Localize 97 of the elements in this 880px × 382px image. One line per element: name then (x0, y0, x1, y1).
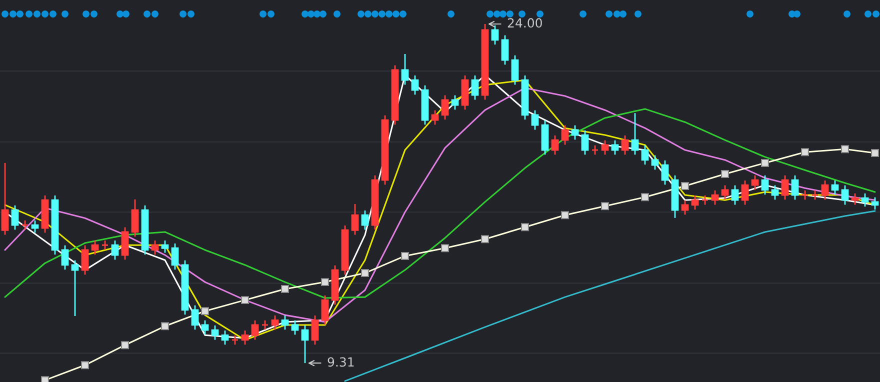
point (871, 149, 879, 158)
candlestick (771, 184, 779, 200)
candlestick (431, 110, 439, 126)
candlestick (231, 334, 239, 346)
candlestick (291, 320, 299, 336)
point (481, 235, 489, 244)
point (281, 284, 289, 293)
candlestick (451, 94, 459, 110)
point (641, 193, 649, 202)
candlestick (571, 124, 579, 140)
candlestick (651, 154, 659, 170)
candlestick (761, 174, 769, 196)
candlestick (621, 134, 629, 156)
candlestick (411, 74, 419, 96)
candlestick (631, 112, 639, 156)
candlestick (701, 194, 709, 206)
candlestick (101, 240, 109, 250)
candlestick (261, 320, 269, 330)
candlestick (321, 294, 329, 326)
point (401, 252, 409, 260)
candlestick (861, 192, 869, 208)
candlestick (871, 196, 879, 210)
candlestick (111, 240, 119, 260)
candlestick (811, 190, 819, 200)
point (241, 296, 249, 304)
candlestick (301, 324, 309, 364)
candlestick (131, 198, 139, 238)
candlestick (691, 194, 699, 210)
candlestick (471, 74, 479, 100)
point (41, 376, 49, 382)
candlestick (741, 180, 749, 206)
point (521, 223, 529, 232)
candlestick (61, 244, 69, 270)
point (801, 148, 809, 156)
point (841, 145, 849, 154)
candlestick (161, 240, 169, 254)
candlestick (91, 240, 99, 256)
candlestick (221, 330, 229, 346)
candlestick (751, 174, 759, 190)
candlestick (801, 190, 809, 200)
candlestick (21, 220, 29, 230)
candlestick (351, 203, 359, 236)
candlestick (781, 174, 789, 200)
point (121, 341, 129, 350)
candlestick (551, 134, 559, 156)
candlestick (511, 54, 519, 86)
candlestick (601, 140, 609, 156)
point (681, 182, 689, 190)
candlestick (191, 304, 199, 330)
point (361, 269, 369, 278)
point (721, 170, 729, 178)
candlestick (11, 204, 19, 230)
candlestick (71, 260, 79, 317)
candlestick (81, 244, 89, 276)
point (161, 322, 169, 330)
candlestick (151, 240, 159, 256)
point (321, 278, 329, 286)
candlestick (721, 184, 729, 200)
candlestick (361, 210, 369, 230)
point (81, 361, 89, 370)
candlestick (561, 124, 569, 146)
candlestick (591, 144, 599, 156)
point (561, 211, 569, 220)
candlestick (491, 24, 499, 46)
candlestick (281, 314, 289, 330)
candlestick (791, 174, 799, 200)
candlestick (1, 162, 9, 236)
point (441, 244, 449, 252)
candlestick (441, 94, 449, 120)
candlestick (211, 324, 219, 340)
annotation: 24.00 (508, 18, 542, 28)
candlestick (121, 226, 129, 260)
candlestick (201, 320, 209, 336)
candlestick (171, 242, 179, 270)
candlestick (661, 160, 669, 186)
candlestick (841, 184, 849, 206)
candlestick (711, 190, 719, 206)
candlestick (31, 220, 39, 234)
point (601, 202, 609, 210)
candlestick (531, 110, 539, 130)
candlestick (501, 34, 509, 66)
candlestick (821, 180, 829, 200)
candlestick (581, 130, 589, 156)
candlestick (681, 200, 689, 216)
candlestick (251, 320, 259, 340)
candlestick (271, 314, 279, 330)
candlestick (611, 140, 619, 156)
point (201, 307, 209, 316)
candlestick (311, 314, 319, 346)
candlestick (241, 330, 249, 346)
candlestick (731, 184, 739, 206)
candlestick (851, 192, 859, 206)
candlestick (401, 53, 409, 86)
candlestick (641, 144, 649, 166)
point (761, 158, 769, 167)
annotation: 9.31 (328, 357, 354, 367)
candlestick (831, 180, 839, 196)
